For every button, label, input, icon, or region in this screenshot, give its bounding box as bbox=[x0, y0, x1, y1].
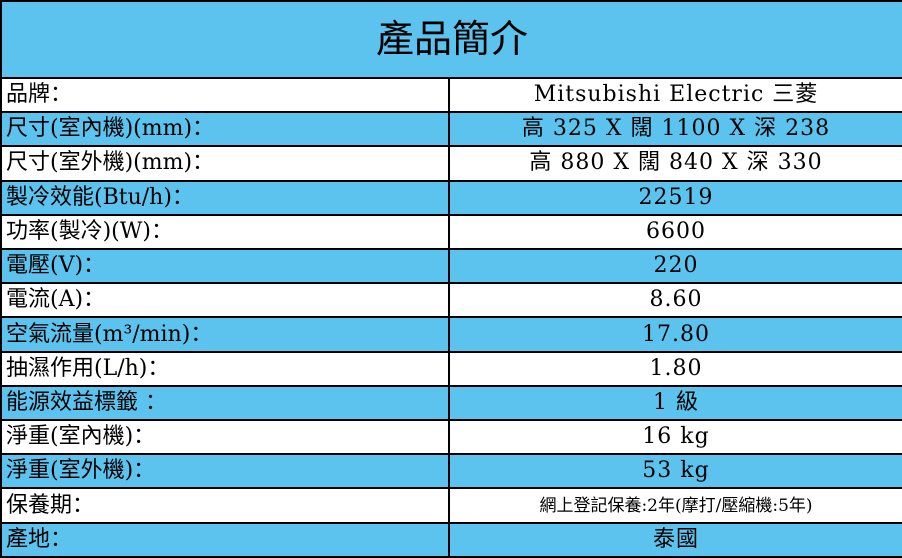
spec-value: 1.80 bbox=[447, 350, 902, 387]
spec-row: 電壓(V)： 220 bbox=[0, 247, 902, 285]
spec-value: 22519 bbox=[447, 179, 902, 216]
spec-value: 高 325 X 闊 1100 X 深 238 bbox=[447, 111, 902, 148]
spec-label: 抽濕作用(L/h)： bbox=[0, 350, 450, 387]
spec-value: Mitsubishi Electric 三菱 bbox=[447, 76, 902, 114]
spec-row: 品牌： Mitsubishi Electric 三菱 bbox=[0, 76, 902, 114]
spec-row: 電流(A)： 8.60 bbox=[0, 282, 902, 319]
spec-label: 功率(製冷)(W)： bbox=[0, 213, 450, 251]
spec-label: 能源效益標籤 ： bbox=[0, 384, 450, 422]
spec-label: 電壓(V)： bbox=[0, 247, 450, 285]
spec-row: 淨重(室內機)： 16 kg bbox=[0, 419, 902, 456]
spec-row: 製冷效能(Btu/h)： 22519 bbox=[0, 179, 902, 216]
spec-value: 220 bbox=[447, 247, 902, 285]
spec-row: 空氣流量(m³/min)： 17.80 bbox=[0, 316, 902, 353]
spec-label: 空氣流量(m³/min)： bbox=[0, 316, 450, 353]
spec-row: 保養期： 網上登記保養:2年(摩打/壓縮機:5年) bbox=[0, 487, 902, 524]
spec-value: 17.80 bbox=[447, 316, 902, 353]
spec-value: 1 級 bbox=[447, 384, 902, 422]
spec-value: 網上登記保養:2年(摩打/壓縮機:5年) bbox=[447, 487, 902, 524]
spec-label: 產地： bbox=[0, 521, 450, 558]
spec-row: 能源效益標籤 ： 1 級 bbox=[0, 384, 902, 422]
spec-row: 功率(製冷)(W)： 6600 bbox=[0, 213, 902, 251]
spec-label: 製冷效能(Btu/h)： bbox=[0, 179, 450, 216]
spec-value: 16 kg bbox=[447, 419, 902, 456]
spec-row: 淨重(室外機)： 53 kg bbox=[0, 453, 902, 490]
spec-label: 品牌： bbox=[0, 76, 450, 114]
spec-value: 泰國 bbox=[447, 521, 902, 558]
spec-row: 尺寸(室內機)(mm)：高 325 X 闊 1100 X 深 238 bbox=[0, 111, 902, 148]
spec-value: 8.60 bbox=[447, 282, 902, 319]
spec-value: 高 880 X 闊 840 X 深 330 bbox=[447, 145, 902, 182]
spec-label: 保養期： bbox=[0, 487, 450, 524]
spec-label: 淨重(室外機)： bbox=[0, 453, 450, 490]
table-title: 產品簡介 bbox=[0, 0, 902, 79]
spec-label: 尺寸(室外機)(mm)： bbox=[0, 145, 450, 182]
spec-row: 抽濕作用(L/h)： 1.80 bbox=[0, 350, 902, 387]
spec-row: 產地： 泰國 bbox=[0, 521, 902, 558]
spec-label: 淨重(室內機)： bbox=[0, 419, 450, 456]
spec-value: 6600 bbox=[447, 213, 902, 251]
spec-label: 電流(A)： bbox=[0, 282, 450, 319]
spec-row: 尺寸(室外機)(mm)：高 880 X 闊 840 X 深 330 bbox=[0, 145, 902, 182]
spec-label: 尺寸(室內機)(mm)： bbox=[0, 111, 450, 148]
spec-value: 53 kg bbox=[447, 453, 902, 490]
